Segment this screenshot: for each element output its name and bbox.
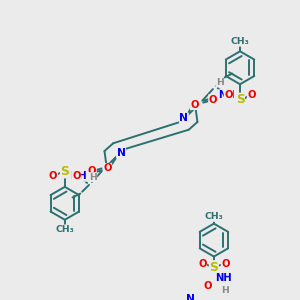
Text: O: O	[221, 259, 230, 269]
Text: S: S	[209, 261, 218, 274]
Text: H: H	[89, 173, 97, 182]
Text: H: H	[216, 78, 224, 87]
Text: O: O	[209, 95, 217, 105]
Text: NH: NH	[218, 90, 235, 100]
Text: O: O	[248, 90, 256, 100]
Text: O: O	[198, 259, 206, 269]
Text: N: N	[116, 148, 125, 158]
Text: NH: NH	[70, 171, 87, 181]
Text: O: O	[103, 164, 112, 173]
Text: S: S	[60, 165, 69, 178]
Text: CH₃: CH₃	[56, 225, 74, 234]
Text: O: O	[190, 100, 199, 110]
Text: CH₃: CH₃	[205, 212, 223, 221]
Text: O: O	[204, 280, 212, 291]
Text: NH: NH	[215, 273, 232, 283]
Text: O: O	[72, 171, 81, 181]
Text: N: N	[179, 113, 188, 123]
Text: O: O	[49, 171, 57, 181]
Text: O: O	[224, 90, 233, 100]
Text: CH₃: CH₃	[231, 37, 249, 46]
Text: O: O	[88, 167, 96, 176]
Text: H: H	[221, 286, 228, 295]
Text: N: N	[186, 294, 195, 300]
Text: S: S	[236, 93, 244, 106]
